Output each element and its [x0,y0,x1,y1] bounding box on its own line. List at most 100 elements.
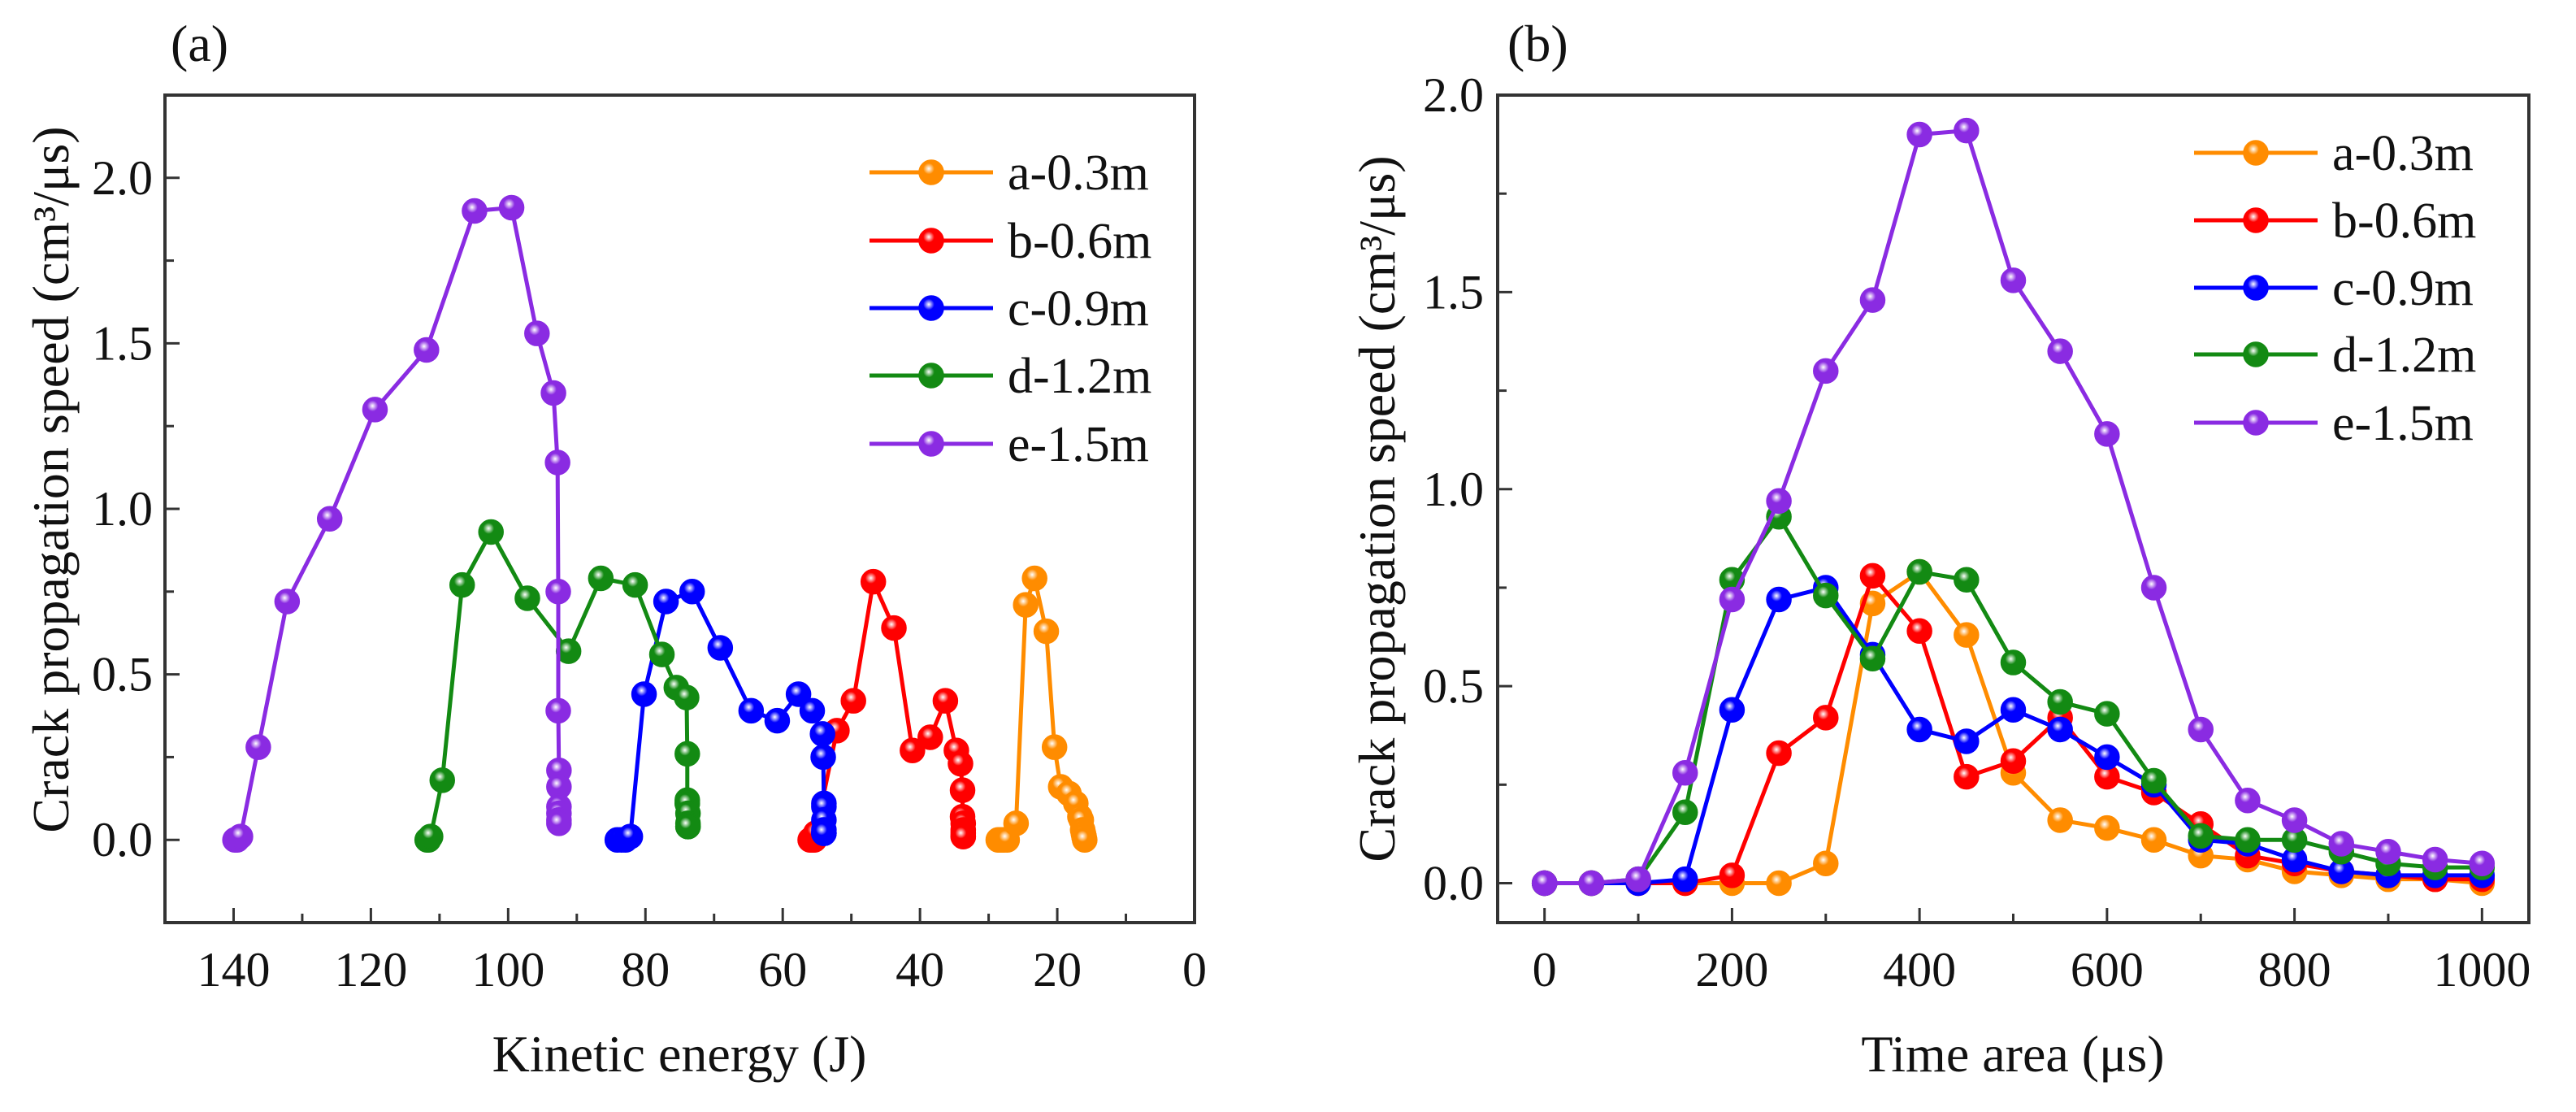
data-point [799,697,826,724]
data-point [1906,558,1932,585]
data-point [2047,338,2073,364]
series-e-1.5m [1531,117,2496,897]
data-point [1859,563,1886,589]
x-tick-label: 120 [334,943,407,997]
legend-label: b-0.6m [1008,214,1151,269]
data-point [462,198,488,224]
data-point [2047,688,2073,715]
data-point [274,589,301,615]
series-d-1.2m [414,519,701,853]
data-point [1672,760,1698,786]
data-point [679,579,705,605]
panel-label: (b) [1507,15,1568,72]
data-point [514,585,540,611]
legend-item: c-0.9m [870,281,1149,337]
data-point [2235,787,2261,814]
data-point [2422,846,2448,873]
data-point [1625,866,1651,893]
x-tick-label: 140 [197,943,270,997]
x-tick-label: 1000 [2433,943,2530,997]
legend-marker [2243,341,2269,367]
data-point [545,697,571,724]
data-point [2140,827,2167,853]
data-point [414,337,440,363]
series-e-1.5m [222,194,572,853]
data-point [449,571,475,598]
legend-marker [918,295,944,321]
data-point [840,688,866,714]
data-point [1013,592,1039,618]
data-point [674,684,700,710]
data-point [2469,850,2496,877]
data-point [2047,807,2073,833]
y-axis-title: Crack propagation speed (cm³/μs) [22,126,80,832]
data-point [544,450,570,476]
x-tick-label: 60 [758,943,807,997]
data-point [2188,823,2214,849]
legend-label: c-0.9m [1008,281,1149,337]
legend-marker [2243,410,2269,436]
data-point [2000,748,2027,774]
data-point [1719,697,1746,723]
data-point [809,721,835,747]
data-point [1072,827,1098,853]
legend-item: d-1.2m [2194,328,2476,383]
plot-frame [1496,93,2530,924]
data-point [1954,567,1980,593]
legend-marker [918,431,944,457]
data-point [860,568,887,595]
x-tick-label: 100 [471,943,544,997]
y-tick-label: 0.0 [1423,857,1484,910]
x-tick-label: 0 [1182,943,1207,997]
series-a-0.3m [985,565,1098,853]
data-point [811,820,837,846]
x-tick-label: 20 [1033,943,1082,997]
data-point [245,734,271,760]
x-tick-label: 200 [1695,943,1768,997]
data-point [2328,831,2355,857]
data-point [1531,870,1558,897]
legend-label: c-0.9m [2332,261,2474,316]
data-point [540,380,566,406]
legend-marker [918,228,944,254]
data-point [1954,117,1980,144]
y-tick-label: 0.5 [92,648,153,702]
data-point [1033,618,1060,645]
data-point [1906,716,1932,743]
legend-label: e-1.5m [2332,396,2474,451]
data-point [631,681,657,707]
y-tick-label: 0.5 [1423,659,1484,713]
data-point [2375,838,2401,865]
legend: a-0.3m b-0.6m c-0.9m d-1.2m e-1.5m [2194,126,2476,451]
legend-marker [918,159,944,185]
data-point [1954,763,1980,790]
data-point [785,681,812,707]
legend-label: a-0.3m [2332,126,2474,181]
data-point [1672,866,1698,893]
data-point [948,750,974,777]
data-point [949,777,976,803]
legend-item: e-1.5m [2194,396,2474,451]
series-line [617,589,826,842]
y-tick-label: 0.0 [92,813,153,867]
series-line [235,205,562,842]
panel-a: (a) Kinetic energy (J) Crack propagation… [22,15,1207,1083]
data-point [950,823,977,849]
data-point [764,707,791,734]
data-point [429,767,455,793]
data-point [1813,850,1839,877]
legend-item: a-0.3m [870,146,1149,201]
data-point [1003,810,1030,836]
legend-item: e-1.5m [870,417,1149,472]
series-c-0.9m [604,579,837,853]
legend-label: d-1.2m [1008,349,1151,404]
legend-label: b-0.6m [2332,193,2476,249]
data-point [2094,814,2120,841]
data-point [362,397,388,423]
data-point [674,741,700,767]
data-point [810,744,836,771]
data-point [738,697,765,724]
panel-label: (a) [171,15,228,72]
data-point [1813,582,1839,609]
